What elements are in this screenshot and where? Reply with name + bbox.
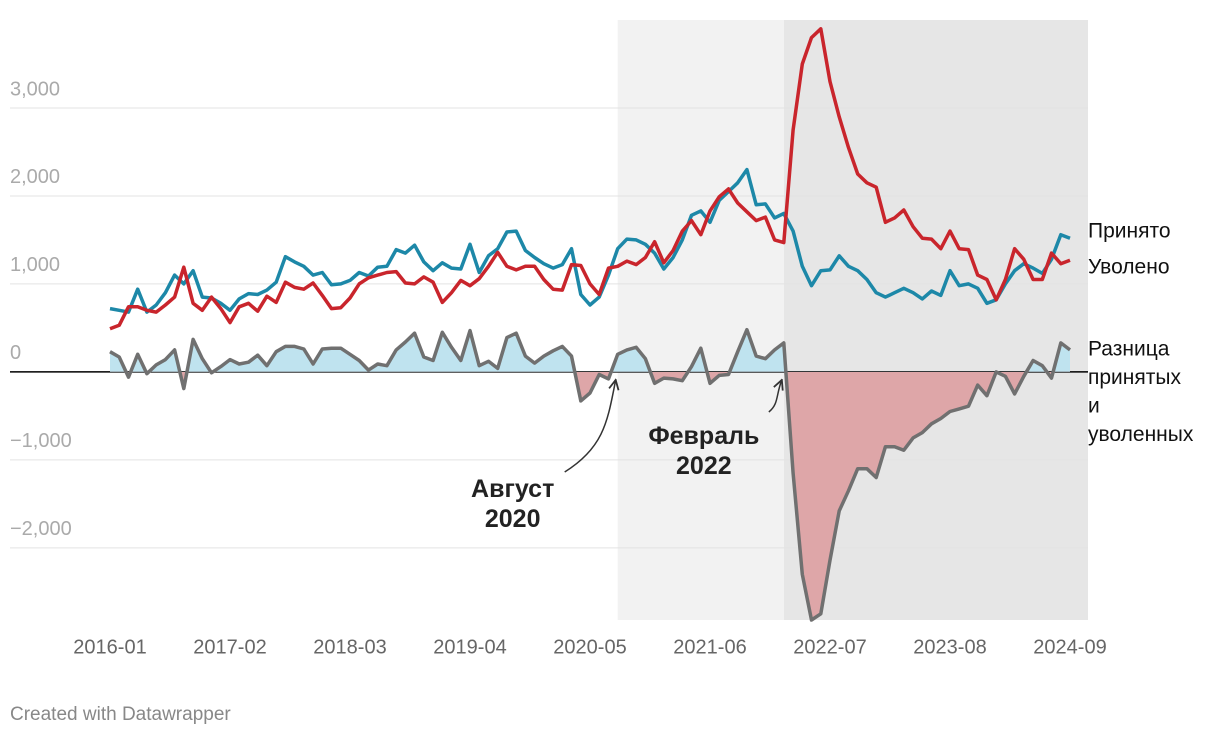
y-tick-label: 1,000 <box>10 254 60 276</box>
credit: Created with Datawrapper <box>10 704 231 725</box>
x-tick-label: 2019-04 <box>433 636 506 658</box>
annotation-line: 2022 <box>676 452 732 480</box>
x-tick-label: 2017-02 <box>193 636 266 658</box>
annotation-arrow <box>564 380 616 473</box>
annotation-arrow <box>768 380 782 413</box>
series-line <box>109 167 1071 314</box>
y-tick-label: −2,000 <box>10 518 72 540</box>
x-tick-label: 2021-06 <box>673 636 746 658</box>
highlight-band <box>617 20 784 620</box>
annotation: Август 2020 <box>471 475 554 533</box>
area-positive <box>110 329 1070 372</box>
y-tick-label: 0 <box>10 342 21 364</box>
y-tick-label: 2,000 <box>10 166 60 188</box>
annotation-line: Февраль <box>648 422 759 450</box>
series-label: Принято <box>1088 220 1171 243</box>
series-label: уволенных <box>1088 423 1194 446</box>
x-tick-label: 2018-03 <box>313 636 386 658</box>
area-negative <box>126 371 1054 620</box>
annotation-line: Август <box>471 475 554 503</box>
y-tick-label: 3,000 <box>10 78 60 100</box>
x-tick-label: 2022-07 <box>793 636 866 658</box>
y-tick-label: −1,000 <box>10 430 72 452</box>
x-tick-label: 2020-05 <box>553 636 626 658</box>
series-label: Уволено <box>1088 256 1170 279</box>
x-tick-label: 2016-01 <box>73 636 146 658</box>
x-tick-label: 2023-08 <box>913 636 986 658</box>
series-label: и <box>1088 394 1100 417</box>
series-line <box>109 27 1071 331</box>
series-label: принятых <box>1088 366 1181 389</box>
series-label: Разница <box>1088 337 1170 360</box>
annotation-line: 2020 <box>485 505 541 533</box>
series-line <box>109 327 1072 622</box>
x-tick-label: 2024-09 <box>1033 636 1106 658</box>
annotation: Февраль 2022 <box>648 422 759 480</box>
